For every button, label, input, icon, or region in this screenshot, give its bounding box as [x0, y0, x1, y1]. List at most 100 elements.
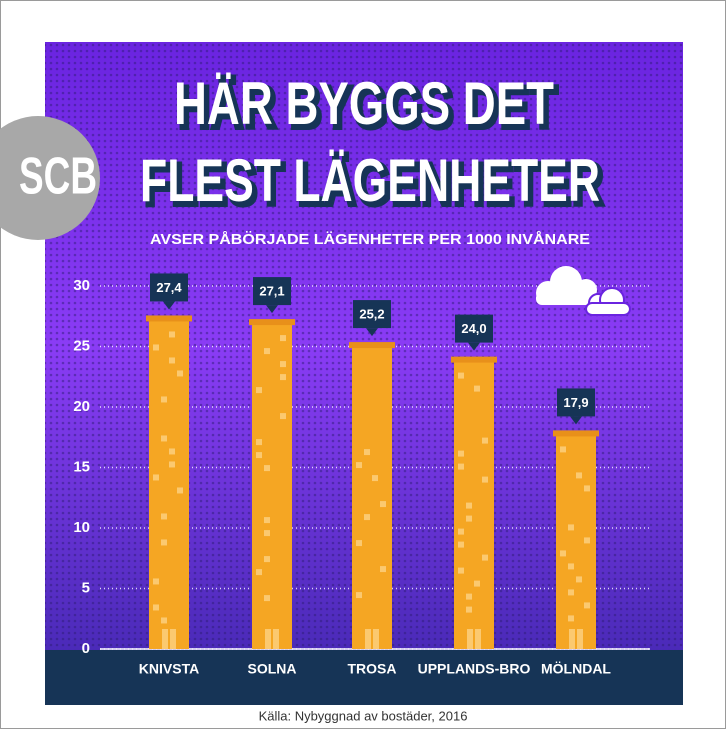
bar	[454, 358, 494, 649]
window	[482, 476, 488, 483]
value-box	[353, 300, 391, 329]
door	[467, 629, 473, 649]
door	[577, 629, 583, 649]
value-box	[150, 273, 188, 302]
window	[482, 554, 488, 561]
window	[466, 593, 472, 600]
window	[474, 580, 480, 587]
value-box	[557, 388, 595, 417]
source: Källa: Nybyggnad av bostäder, 2016	[259, 708, 468, 723]
window	[458, 450, 464, 457]
bar-cap	[553, 430, 599, 437]
window	[458, 463, 464, 470]
window	[576, 576, 582, 583]
window	[264, 530, 270, 537]
bar	[149, 317, 189, 649]
window	[280, 361, 286, 368]
door	[373, 629, 379, 649]
window	[584, 537, 590, 544]
value-pointer	[468, 342, 480, 351]
y-tick-label: 5	[82, 579, 90, 596]
window	[466, 502, 472, 509]
window	[364, 514, 370, 521]
value-label: 24,0	[461, 321, 486, 336]
window	[458, 528, 464, 535]
door	[365, 629, 371, 649]
cloud	[536, 266, 631, 316]
x-tick-label: KNIVSTA	[139, 661, 199, 677]
window	[356, 592, 362, 599]
window	[474, 385, 480, 392]
window	[380, 501, 386, 508]
chart-title: FLEST LÄGENHETER	[140, 147, 600, 214]
value-label: 17,9	[563, 395, 588, 410]
window	[280, 413, 286, 420]
bar	[352, 344, 392, 649]
door	[475, 629, 481, 649]
window	[153, 474, 159, 481]
window	[568, 589, 574, 596]
window	[264, 595, 270, 602]
bar-cap	[146, 315, 192, 322]
title-shadow: HÄR BYGGS DET	[178, 74, 558, 141]
window	[256, 452, 262, 459]
bar-cap	[249, 319, 295, 326]
window	[153, 604, 159, 611]
window	[356, 540, 362, 547]
window	[482, 437, 488, 444]
window	[584, 602, 590, 609]
bar	[252, 321, 292, 649]
value-box	[253, 277, 291, 306]
window	[380, 566, 386, 573]
value-label: 27,1	[259, 284, 284, 299]
window	[372, 475, 378, 482]
window	[584, 485, 590, 492]
window	[161, 513, 167, 520]
window	[568, 524, 574, 531]
window	[264, 517, 270, 524]
window	[458, 567, 464, 574]
window	[161, 435, 167, 442]
bar-cap	[349, 342, 395, 349]
window	[560, 446, 566, 453]
window	[153, 578, 159, 585]
value-label: 27,4	[156, 280, 182, 295]
window	[161, 396, 167, 403]
logo: SCB	[0, 116, 100, 240]
window	[264, 348, 270, 355]
x-tick-label: TROSA	[348, 661, 397, 677]
y-tick-label: 0	[82, 640, 90, 657]
x-tick-label: UPPLANDS-BRO	[418, 661, 531, 677]
bar-cap	[451, 356, 497, 363]
window	[364, 449, 370, 456]
window	[256, 439, 262, 446]
y-tick-label: 30	[73, 277, 90, 294]
door	[265, 629, 271, 649]
value-label: 25,2	[359, 307, 384, 322]
x-tick-label: MÖLNDAL	[541, 661, 611, 677]
window	[264, 465, 270, 472]
window	[177, 487, 183, 494]
window	[466, 515, 472, 522]
x-tick-label: SOLNA	[248, 661, 297, 677]
window	[280, 374, 286, 381]
y-tick-label: 15	[73, 458, 90, 475]
window	[169, 461, 175, 468]
window	[161, 539, 167, 546]
door	[162, 629, 168, 649]
subtitle: AVSER PÅBÖRJADE LÄGENHETER PER 1000 INVÅ…	[150, 231, 590, 248]
window	[568, 615, 574, 622]
window	[264, 556, 270, 563]
chart-title: HÄR BYGGS DET	[174, 70, 554, 137]
window	[256, 387, 262, 394]
window	[169, 357, 175, 364]
door	[569, 629, 575, 649]
window	[356, 462, 362, 469]
window	[169, 331, 175, 338]
ground	[45, 650, 683, 705]
logo-text: SCB	[19, 148, 97, 206]
door	[273, 629, 279, 649]
value-pointer	[366, 328, 378, 337]
value-pointer	[570, 416, 582, 425]
